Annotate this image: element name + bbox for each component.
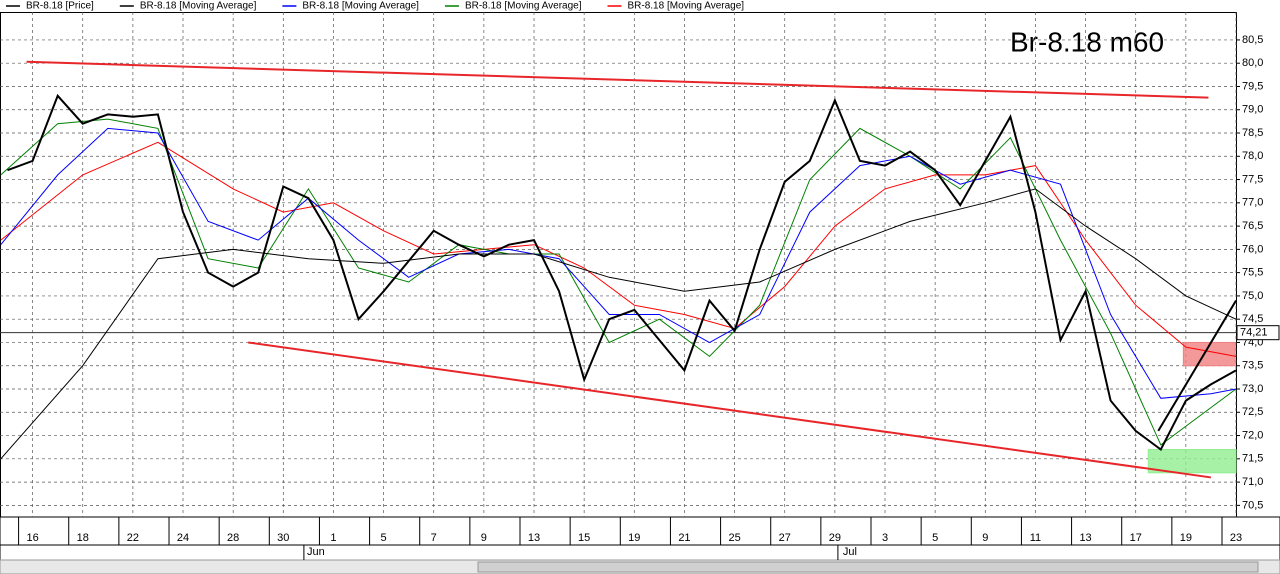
y-tick-label: 77,0 (1242, 197, 1263, 209)
y-tick-label: 77,5 (1242, 173, 1263, 185)
x-tick-label: 19 (628, 532, 640, 544)
x-tick-label: 17 (1130, 532, 1142, 544)
x-tick-label: 15 (578, 532, 590, 544)
y-tick-label: 75,0 (1242, 290, 1263, 302)
x-tick-label: 5 (381, 532, 387, 544)
x-tick-label: 16 (26, 532, 38, 544)
x-tick-label: 13 (1079, 532, 1091, 544)
legend-label: BR-8.18 [Price] (26, 1, 94, 12)
month-label: Jul (843, 546, 857, 558)
x-tick-label: 5 (932, 532, 938, 544)
x-tick-label: 9 (982, 532, 988, 544)
x-tick-label: 28 (227, 532, 239, 544)
y-tick-label: 74,5 (1242, 313, 1263, 325)
series-line (0, 141, 1237, 357)
x-tick-label: 25 (728, 532, 740, 544)
x-tick-label: 1 (330, 532, 336, 544)
series-line (0, 188, 1237, 460)
last-price-label: 74,21 (1240, 327, 1268, 339)
y-tick-label: 78,0 (1242, 150, 1263, 162)
y-tick-label: 71,5 (1242, 453, 1263, 465)
last-price-box (1236, 325, 1280, 341)
x-axis-area (0, 516, 1280, 561)
y-tick-label: 73,0 (1242, 383, 1263, 395)
x-tick-label: 30 (277, 532, 289, 544)
x-tick-label: 19 (1180, 532, 1192, 544)
y-tick-label: 72,5 (1242, 406, 1263, 418)
trend-line (248, 341, 1212, 479)
x-tick-label: 27 (779, 532, 791, 544)
x-tick-label: 7 (431, 532, 437, 544)
x-tick-label: 21 (678, 532, 690, 544)
y-tick-label: 70,5 (1242, 499, 1263, 511)
series-line (0, 127, 1237, 399)
x-tick-label: 29 (829, 532, 841, 544)
month-label: Jun (307, 546, 325, 558)
y-tick-label: 76,0 (1242, 243, 1263, 255)
legend-label: BR-8.18 [Moving Average] (465, 1, 582, 12)
zone (1182, 341, 1236, 367)
x-tick-label: 22 (127, 532, 139, 544)
x-tick-label: 18 (77, 532, 89, 544)
legend-label: BR-8.18 [Moving Average] (628, 1, 745, 12)
y-tick-label: 80,0 (1242, 57, 1263, 69)
y-tick-label: 75,5 (1242, 267, 1263, 279)
zone (1147, 449, 1237, 474)
y-tick-label: 71,0 (1242, 476, 1263, 488)
series-line (0, 118, 1237, 446)
trend-line (26, 60, 1209, 99)
y-tick-label: 80,5 (1242, 34, 1263, 46)
y-tick-label: 78,5 (1242, 127, 1263, 139)
chart-title: Br-8.18 m60 (1010, 26, 1164, 57)
y-tick-label: 76,5 (1242, 220, 1263, 232)
series-line (7, 93, 1237, 452)
y-tick-label: 79,0 (1242, 104, 1263, 116)
y-tick-label: 72,0 (1242, 429, 1263, 441)
y-tick-label: 79,5 (1242, 80, 1263, 92)
scroll-thumb[interactable] (477, 561, 1259, 573)
x-tick-label: 13 (528, 532, 540, 544)
legend-label: BR-8.18 [Moving Average] (302, 1, 419, 12)
x-tick-label: 24 (177, 532, 189, 544)
y-tick-label: 73,5 (1242, 360, 1263, 372)
legend-label: BR-8.18 [Moving Average] (140, 1, 257, 12)
x-tick-label: 9 (481, 532, 487, 544)
x-tick-label: 11 (1030, 532, 1041, 544)
trend-line (1157, 300, 1237, 432)
x-tick-label: 3 (882, 532, 888, 544)
x-tick-label: 23 (1230, 532, 1242, 544)
